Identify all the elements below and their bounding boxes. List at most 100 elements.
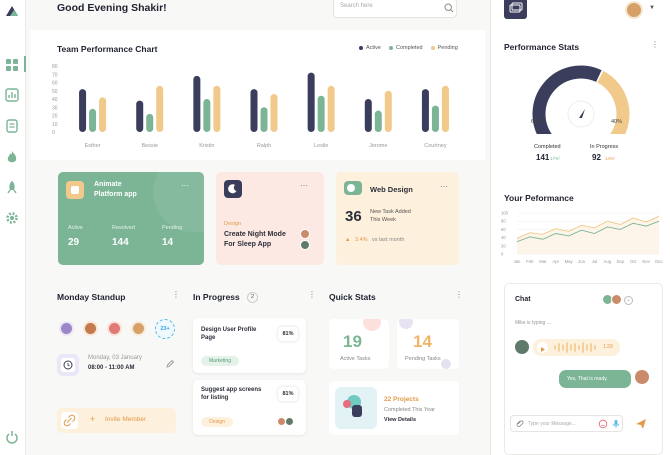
y-tick-label: 10 <box>52 122 58 128</box>
quick-stats-title: Quick Stats <box>329 292 376 302</box>
right-panel: ▼ Performance Stats ⋮ 60% 40% Completed … <box>490 0 670 455</box>
task-card[interactable]: Design User Profile Page 81% Marketing <box>193 318 306 373</box>
pending-value: 14 <box>162 237 174 248</box>
message-input[interactable]: Type your Message... <box>528 421 576 427</box>
view-details-link[interactable]: View Details <box>384 417 416 423</box>
y-tick-label: 50 <box>52 89 58 95</box>
team-chart-title: Team Performance Chart <box>57 44 158 54</box>
analytics-icon[interactable] <box>5 88 19 102</box>
pending-tasks-label: Pending Tasks <box>405 356 441 362</box>
app-icon <box>66 181 84 199</box>
audio-message[interactable]: 1:29 <box>533 339 620 356</box>
edit-icon[interactable] <box>165 359 175 369</box>
night-mode-card[interactable]: ··· Design Create Night Mode For Sleep A… <box>216 172 324 265</box>
avatar <box>59 321 74 336</box>
in-progress-title: In Progress <box>193 292 240 302</box>
quick-stats-more-button[interactable]: ⋮ <box>455 290 463 299</box>
pending-label: Pending <box>162 225 183 231</box>
y-tick-label: 60 <box>501 227 506 232</box>
bar-completed <box>431 105 439 132</box>
x-tick-label: Sep <box>617 259 625 264</box>
invite-label: Invite Member <box>105 416 147 423</box>
gauge-right-percent: 40% <box>611 119 623 125</box>
area-series <box>517 216 659 254</box>
rocket-icon[interactable] <box>5 180 19 194</box>
perf-stats-more-button[interactable]: ⋮ <box>651 40 659 49</box>
x-tick-label: Oct <box>630 259 637 264</box>
settings-icon[interactable] <box>5 211 19 225</box>
more-members-badge[interactable]: 23+ <box>155 319 175 339</box>
completed-change: 17% <box>550 156 560 161</box>
send-icon[interactable] <box>635 418 647 430</box>
legend-active: Active <box>359 45 381 51</box>
y-tick-label: 80 <box>501 219 506 224</box>
moon-icon <box>224 180 242 198</box>
bar-completed <box>146 113 154 132</box>
task-title-2: Page <box>201 335 216 341</box>
document-icon[interactable] <box>5 119 19 133</box>
cards-button[interactable] <box>504 0 527 19</box>
attachment-icon[interactable] <box>515 419 525 429</box>
team-performance-chart: 80 70 60 50 40 30 20 10 0 Esther Bessie Kristin Ralp… <box>52 64 449 149</box>
projects-card[interactable]: 22 Projects Completed This Year View Det… <box>329 381 459 435</box>
bar-pending <box>270 94 278 132</box>
microphone-icon[interactable] <box>611 419 621 429</box>
bar-completed <box>374 110 382 132</box>
link-icon-box <box>61 412 78 429</box>
bar-pending <box>384 90 392 132</box>
plus-icon: + <box>90 414 96 424</box>
task-tag: Marketing <box>201 356 239 366</box>
toggle-icon <box>344 181 362 195</box>
x-tick-label: Feb <box>526 259 534 264</box>
account-dropdown-icon[interactable]: ▼ <box>649 5 655 11</box>
change-up-icon: ▲ <box>345 237 351 243</box>
resolved-value: 144 <box>112 237 129 248</box>
more-button[interactable]: ··· <box>440 182 448 191</box>
fire-icon[interactable] <box>5 150 19 164</box>
y-tick-label: 30 <box>52 105 58 111</box>
task-desc: New Task Added <box>370 209 411 215</box>
search-box[interactable]: Search here <box>333 0 457 18</box>
standup-time: 08:00 - 11:00 AM <box>88 365 135 371</box>
avatar <box>131 321 146 336</box>
change-percent: 3.4% <box>355 237 368 243</box>
x-tick-label: Ralph <box>257 143 271 149</box>
more-button[interactable]: ··· <box>181 181 189 190</box>
emoji-icon[interactable] <box>598 419 608 429</box>
pending-tasks-card[interactable]: 14 Pending Tasks <box>397 319 459 369</box>
search-input[interactable]: Search here <box>340 3 373 9</box>
link-icon <box>63 414 76 427</box>
bar-active <box>307 72 315 132</box>
bar-pending <box>99 97 107 132</box>
card-tag: Design <box>224 221 242 227</box>
line-series-2 <box>516 220 660 243</box>
message-input-box[interactable]: Type your Message... <box>510 415 623 432</box>
chat-dropdown-icon[interactable]: ⌄ <box>624 296 633 305</box>
projects-value: 22 Projects <box>384 396 419 403</box>
task-desc-2: This Week <box>370 217 396 223</box>
dashboard-icon[interactable] <box>5 58 19 72</box>
invite-member-button[interactable]: + Invite Member <box>57 408 176 433</box>
power-icon[interactable] <box>5 430 19 444</box>
standup-more-button[interactable]: ⋮ <box>172 290 180 299</box>
active-tasks-card[interactable]: 19 Active Tasks <box>329 319 389 369</box>
bar-pending <box>156 85 164 132</box>
task-card[interactable]: Suggest app screens for listing 81% Desi… <box>193 380 306 435</box>
animate-project-card[interactable]: Animate Platform app ··· Active 29 Resol… <box>58 172 204 265</box>
bar-completed <box>203 99 211 132</box>
play-button[interactable] <box>537 342 548 353</box>
active-indicator <box>24 56 26 72</box>
progress-value: 92 <box>592 153 601 162</box>
x-tick-label: Courtney <box>424 143 447 149</box>
more-button[interactable]: ··· <box>300 181 308 190</box>
avatar <box>635 370 649 384</box>
in-progress-more-button[interactable]: ⋮ <box>308 290 316 299</box>
web-design-card[interactable]: Web Design ··· 36 New Task Added This We… <box>336 172 459 265</box>
bar-active <box>79 89 87 132</box>
y-tick-label: 60 <box>52 81 58 87</box>
search-icon[interactable] <box>444 3 454 13</box>
y-tick-label: 20 <box>52 114 58 120</box>
user-avatar[interactable] <box>625 1 643 19</box>
legend-dot <box>359 46 363 50</box>
up-arrow-icon: ↑ <box>558 155 561 160</box>
